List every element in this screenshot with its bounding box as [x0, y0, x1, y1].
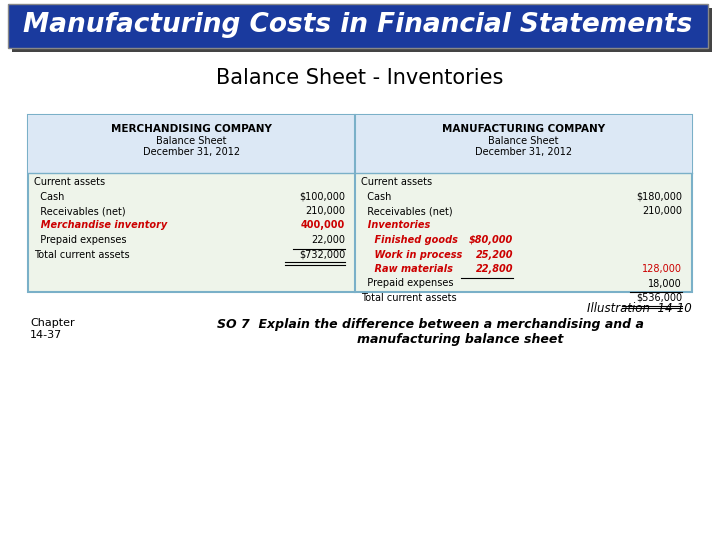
Text: Receivables (net): Receivables (net)	[361, 206, 453, 216]
Text: Work in process: Work in process	[361, 249, 462, 260]
Text: 22,000: 22,000	[311, 235, 345, 245]
Text: Merchandise inventory: Merchandise inventory	[34, 220, 167, 231]
Text: $732,000: $732,000	[299, 249, 345, 260]
Text: 128,000: 128,000	[642, 264, 682, 274]
Text: 400,000: 400,000	[301, 220, 345, 231]
Text: $100,000: $100,000	[299, 192, 345, 201]
Text: Cash: Cash	[361, 192, 392, 201]
Text: Balance Sheet: Balance Sheet	[156, 136, 227, 146]
FancyBboxPatch shape	[8, 4, 708, 48]
Text: 210,000: 210,000	[305, 206, 345, 216]
Text: manufacturing balance sheet: manufacturing balance sheet	[357, 333, 563, 346]
Text: Current assets: Current assets	[34, 177, 105, 187]
Text: Total current assets: Total current assets	[361, 293, 456, 303]
Text: Receivables (net): Receivables (net)	[34, 206, 125, 216]
Text: $80,000: $80,000	[469, 235, 513, 245]
Text: Raw materials: Raw materials	[361, 264, 453, 274]
Text: $536,000: $536,000	[636, 293, 682, 303]
Text: Prepaid expenses: Prepaid expenses	[361, 279, 454, 288]
FancyBboxPatch shape	[28, 115, 692, 292]
Text: Total current assets: Total current assets	[34, 249, 130, 260]
Text: Illustration  14-10: Illustration 14-10	[588, 302, 692, 315]
FancyBboxPatch shape	[12, 8, 712, 52]
Text: SO 7  Explain the difference between a merchandising and a: SO 7 Explain the difference between a me…	[217, 318, 644, 331]
Text: Balance Sheet - Inventories: Balance Sheet - Inventories	[216, 68, 504, 88]
Text: 210,000: 210,000	[642, 206, 682, 216]
Text: December 31, 2012: December 31, 2012	[143, 147, 240, 157]
Text: MANUFACTURING COMPANY: MANUFACTURING COMPANY	[442, 124, 605, 134]
Text: $180,000: $180,000	[636, 192, 682, 201]
Text: Balance Sheet: Balance Sheet	[488, 136, 559, 146]
Text: MERCHANDISING COMPANY: MERCHANDISING COMPANY	[111, 124, 272, 134]
Text: 25,200: 25,200	[475, 249, 513, 260]
Text: Prepaid expenses: Prepaid expenses	[34, 235, 127, 245]
Text: December 31, 2012: December 31, 2012	[475, 147, 572, 157]
Text: 22,800: 22,800	[475, 264, 513, 274]
FancyBboxPatch shape	[355, 115, 692, 173]
Text: Cash: Cash	[34, 192, 64, 201]
Text: Finished goods: Finished goods	[361, 235, 458, 245]
Text: 18,000: 18,000	[648, 279, 682, 288]
FancyBboxPatch shape	[28, 115, 355, 173]
Text: Manufacturing Costs in Financial Statements: Manufacturing Costs in Financial Stateme…	[23, 12, 693, 38]
Text: Current assets: Current assets	[361, 177, 432, 187]
Text: Inventories: Inventories	[361, 220, 431, 231]
Text: Chapter
14-37: Chapter 14-37	[30, 318, 75, 340]
